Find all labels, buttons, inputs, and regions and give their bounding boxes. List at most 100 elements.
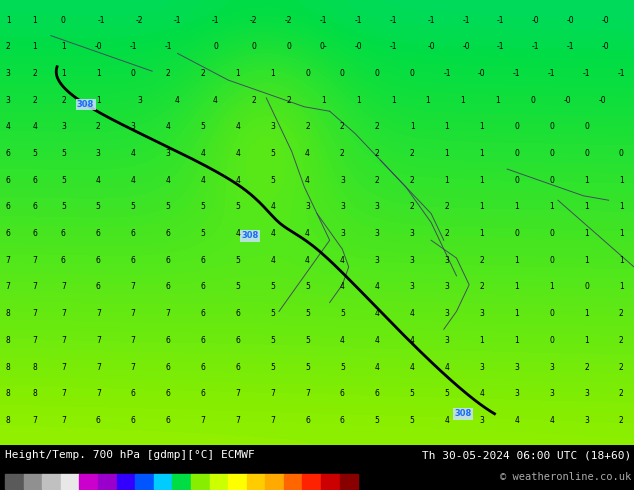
- Text: 1: 1: [479, 176, 484, 185]
- Text: 4: 4: [549, 416, 554, 425]
- Text: 1: 1: [96, 96, 101, 104]
- Text: 7: 7: [61, 363, 66, 371]
- Text: 6: 6: [200, 363, 205, 371]
- Text: 4: 4: [270, 256, 275, 265]
- Text: 1: 1: [584, 202, 589, 211]
- Text: -0: -0: [478, 69, 486, 78]
- Text: 0: 0: [549, 336, 554, 345]
- Text: 3: 3: [165, 149, 171, 158]
- Text: 0: 0: [213, 42, 218, 51]
- Text: 0: 0: [286, 42, 291, 51]
- Text: 6: 6: [305, 416, 310, 425]
- Text: -0: -0: [598, 96, 606, 104]
- Text: 4: 4: [340, 282, 345, 292]
- Bar: [247, 474, 265, 489]
- Text: 7: 7: [165, 309, 171, 318]
- Text: 3: 3: [305, 202, 310, 211]
- Text: 1: 1: [584, 229, 589, 238]
- Text: 4: 4: [235, 122, 240, 131]
- Text: 2: 2: [584, 363, 589, 371]
- Text: 7: 7: [270, 389, 275, 398]
- Text: 4: 4: [305, 176, 310, 185]
- Text: 4: 4: [235, 149, 240, 158]
- Text: 4: 4: [514, 416, 519, 425]
- Text: 7: 7: [235, 389, 240, 398]
- Text: 0: 0: [514, 149, 519, 158]
- Text: 6: 6: [375, 389, 380, 398]
- Text: 7: 7: [32, 336, 37, 345]
- Text: 5: 5: [270, 363, 275, 371]
- Text: 2: 2: [410, 176, 415, 185]
- Text: 8: 8: [32, 389, 37, 398]
- Text: 5: 5: [235, 202, 240, 211]
- Text: 7: 7: [61, 309, 66, 318]
- Text: 0: 0: [251, 42, 256, 51]
- Text: 7: 7: [96, 363, 101, 371]
- Text: 2: 2: [375, 149, 380, 158]
- Text: 4: 4: [305, 256, 310, 265]
- Bar: [5, 474, 23, 489]
- Text: 5: 5: [444, 389, 450, 398]
- Text: 7: 7: [32, 309, 37, 318]
- Text: 5: 5: [270, 309, 275, 318]
- Text: 5: 5: [270, 176, 275, 185]
- Text: 7: 7: [131, 309, 136, 318]
- Text: 5: 5: [61, 176, 66, 185]
- Text: 1: 1: [61, 69, 66, 78]
- Text: 1: 1: [619, 202, 624, 211]
- Text: 5: 5: [200, 122, 205, 131]
- Text: 0: 0: [549, 256, 554, 265]
- Text: 5: 5: [96, 202, 101, 211]
- Text: 6: 6: [32, 176, 37, 185]
- Text: -0: -0: [427, 42, 435, 51]
- Text: 3: 3: [444, 256, 450, 265]
- Text: 6: 6: [165, 363, 171, 371]
- Bar: [172, 474, 191, 489]
- Text: -1: -1: [427, 16, 435, 24]
- Text: -1: -1: [618, 69, 625, 78]
- Text: 5: 5: [305, 336, 310, 345]
- Text: -0: -0: [602, 16, 609, 24]
- Text: 6: 6: [6, 202, 11, 211]
- Text: 4: 4: [32, 122, 37, 131]
- Text: 4: 4: [96, 176, 101, 185]
- Text: 4: 4: [340, 256, 345, 265]
- Text: 4: 4: [305, 149, 310, 158]
- Text: 6: 6: [165, 282, 171, 292]
- Text: 7: 7: [200, 416, 205, 425]
- Text: 6: 6: [200, 309, 205, 318]
- Text: 1: 1: [619, 229, 624, 238]
- Text: 1: 1: [61, 42, 66, 51]
- Text: 6: 6: [165, 416, 171, 425]
- Text: 1: 1: [549, 282, 554, 292]
- Text: 7: 7: [61, 282, 66, 292]
- Text: 6: 6: [165, 389, 171, 398]
- Text: 6: 6: [235, 363, 240, 371]
- Text: 4: 4: [270, 202, 275, 211]
- Text: 4: 4: [131, 176, 136, 185]
- Text: 4: 4: [410, 363, 415, 371]
- Text: 2: 2: [479, 256, 484, 265]
- Text: 5: 5: [340, 309, 345, 318]
- Text: 4: 4: [444, 363, 450, 371]
- Text: 7: 7: [96, 309, 101, 318]
- Text: -1: -1: [548, 69, 555, 78]
- Text: 3: 3: [549, 363, 554, 371]
- Text: 2: 2: [251, 96, 256, 104]
- Text: 0: 0: [410, 69, 415, 78]
- Bar: [98, 474, 117, 489]
- Text: 2: 2: [32, 96, 37, 104]
- Text: 6: 6: [200, 336, 205, 345]
- Bar: [135, 474, 154, 489]
- Text: -1: -1: [389, 42, 397, 51]
- Text: -1: -1: [98, 16, 105, 24]
- Text: 8: 8: [6, 309, 11, 318]
- Text: 1: 1: [270, 69, 275, 78]
- Text: 7: 7: [270, 416, 275, 425]
- Text: 2: 2: [286, 96, 291, 104]
- Text: 6: 6: [340, 389, 345, 398]
- Bar: [117, 474, 135, 489]
- Text: 7: 7: [6, 256, 11, 265]
- Text: 0: 0: [375, 69, 380, 78]
- Text: 0: 0: [619, 149, 624, 158]
